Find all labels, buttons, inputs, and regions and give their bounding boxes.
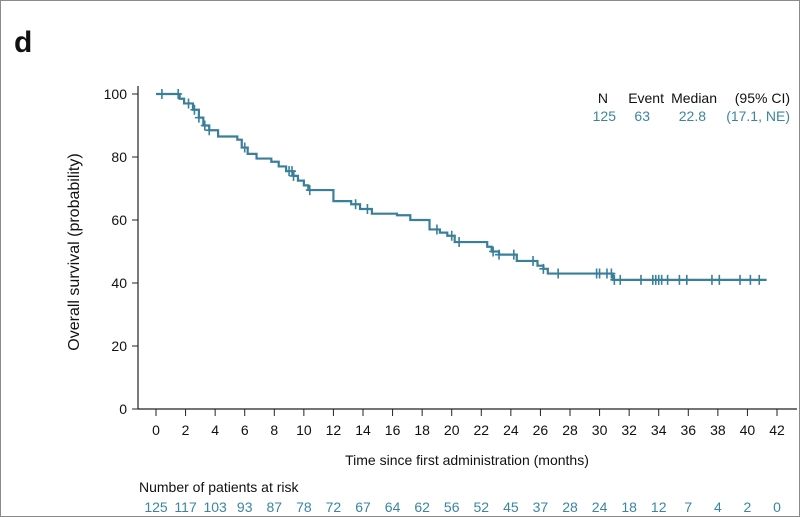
censor-mark [489, 246, 498, 257]
censor-mark [305, 185, 314, 196]
x-tick-label: 14 [355, 422, 371, 438]
risk-count: 78 [296, 499, 312, 515]
risk-count: 103 [203, 499, 227, 515]
censor-mark [675, 274, 684, 285]
y-tick-label: 100 [104, 86, 128, 102]
risk-count: 72 [326, 499, 342, 515]
x-tick-label: 38 [710, 422, 726, 438]
x-tick-label: 36 [680, 422, 696, 438]
panel-label: d [14, 26, 32, 59]
censor-mark [190, 104, 199, 115]
censor-mark [529, 255, 538, 266]
censor-mark [288, 166, 297, 177]
survival-curve [156, 92, 767, 281]
risk-count: 56 [444, 499, 460, 515]
risk-count: 0 [773, 499, 781, 515]
risk-count: 87 [266, 499, 282, 515]
censor-mark [240, 142, 249, 153]
censor-mark [205, 125, 214, 136]
x-tick-label: 28 [562, 422, 578, 438]
risk-count: 45 [503, 499, 519, 515]
censor-mark [736, 274, 745, 285]
x-tick-label: 8 [270, 422, 278, 438]
censor-mark [351, 199, 360, 210]
censor-mark [715, 274, 724, 285]
x-tick-label: 10 [296, 422, 312, 438]
censor-mark [595, 268, 604, 279]
censor-mark [194, 112, 203, 123]
censor-mark [636, 274, 645, 285]
y-tick-label: 0 [119, 401, 127, 417]
x-tick-label: 4 [211, 422, 219, 438]
x-tick-label: 18 [414, 422, 430, 438]
x-tick-label: 0 [152, 422, 160, 438]
legend-header-event: Event [628, 90, 664, 106]
risk-count: 67 [355, 499, 371, 515]
censor-mark [174, 89, 183, 99]
x-tick-label: 22 [473, 422, 489, 438]
censor-mark [495, 249, 504, 260]
censor-mark [289, 170, 298, 181]
x-tick-label: 20 [444, 422, 460, 438]
x-tick-label: 12 [326, 422, 342, 438]
censor-mark [432, 224, 441, 235]
censor-mark [663, 274, 672, 285]
risk-count: 28 [562, 499, 578, 515]
x-tick-label: 40 [740, 422, 756, 438]
censor-mark [455, 237, 464, 248]
x-tick-label: 24 [503, 422, 519, 438]
x-tick-label: 2 [182, 422, 190, 438]
y-tick-label: 60 [111, 212, 127, 228]
risk-count: 4 [714, 499, 722, 515]
legend-value-event: 63 [634, 108, 650, 124]
censor-mark [363, 203, 372, 214]
legend-value-median: 22.8 [679, 108, 706, 124]
risk-count: 62 [414, 499, 430, 515]
risk-count: 117 [174, 499, 197, 515]
risk-count: 18 [621, 499, 637, 515]
censor-mark [157, 89, 166, 99]
censor-mark [200, 120, 209, 131]
censor-mark [447, 230, 456, 241]
x-tick-label: 32 [621, 422, 637, 438]
risk-count: 125 [144, 499, 168, 515]
x-tick-label: 16 [385, 422, 401, 438]
legend-value-ci: (17.1, NE) [726, 108, 790, 124]
x-tick-label: 34 [651, 422, 667, 438]
x-axis-label: Time since first administration (months) [345, 452, 589, 468]
censor-mark [682, 274, 691, 285]
censor-mark [755, 274, 764, 285]
risk-count: 12 [651, 499, 667, 515]
x-tick-label: 30 [592, 422, 608, 438]
risk-count: 64 [385, 499, 401, 515]
x-tick-label: 26 [533, 422, 549, 438]
legend-header-n: N [598, 90, 608, 106]
legend-header-ci: (95% CI) [735, 90, 790, 106]
censor-mark [509, 249, 518, 260]
legend-value-n: 125 [593, 108, 617, 124]
censor-mark [184, 98, 193, 109]
censor-mark [554, 268, 563, 279]
y-axis-label: Overall survival (probability) [66, 153, 83, 350]
risk-count: 24 [592, 499, 608, 515]
censor-mark [539, 263, 548, 274]
censor-mark [707, 274, 716, 285]
censor-mark [616, 274, 625, 285]
y-tick-label: 80 [111, 149, 127, 165]
risk-count: 7 [684, 499, 692, 515]
x-tick-label: 42 [769, 422, 785, 438]
censor-mark [746, 274, 755, 285]
censor-mark [607, 268, 616, 279]
risk-count: 2 [744, 499, 752, 515]
y-tick-label: 40 [111, 275, 127, 291]
x-tick-label: 6 [241, 422, 249, 438]
risk-table-title: Number of patients at risk [139, 479, 300, 495]
legend-header-median: Median [671, 90, 717, 106]
risk-count: 37 [533, 499, 549, 515]
risk-count: 52 [473, 499, 489, 515]
risk-count: 93 [237, 499, 253, 515]
y-tick-label: 20 [111, 338, 127, 354]
